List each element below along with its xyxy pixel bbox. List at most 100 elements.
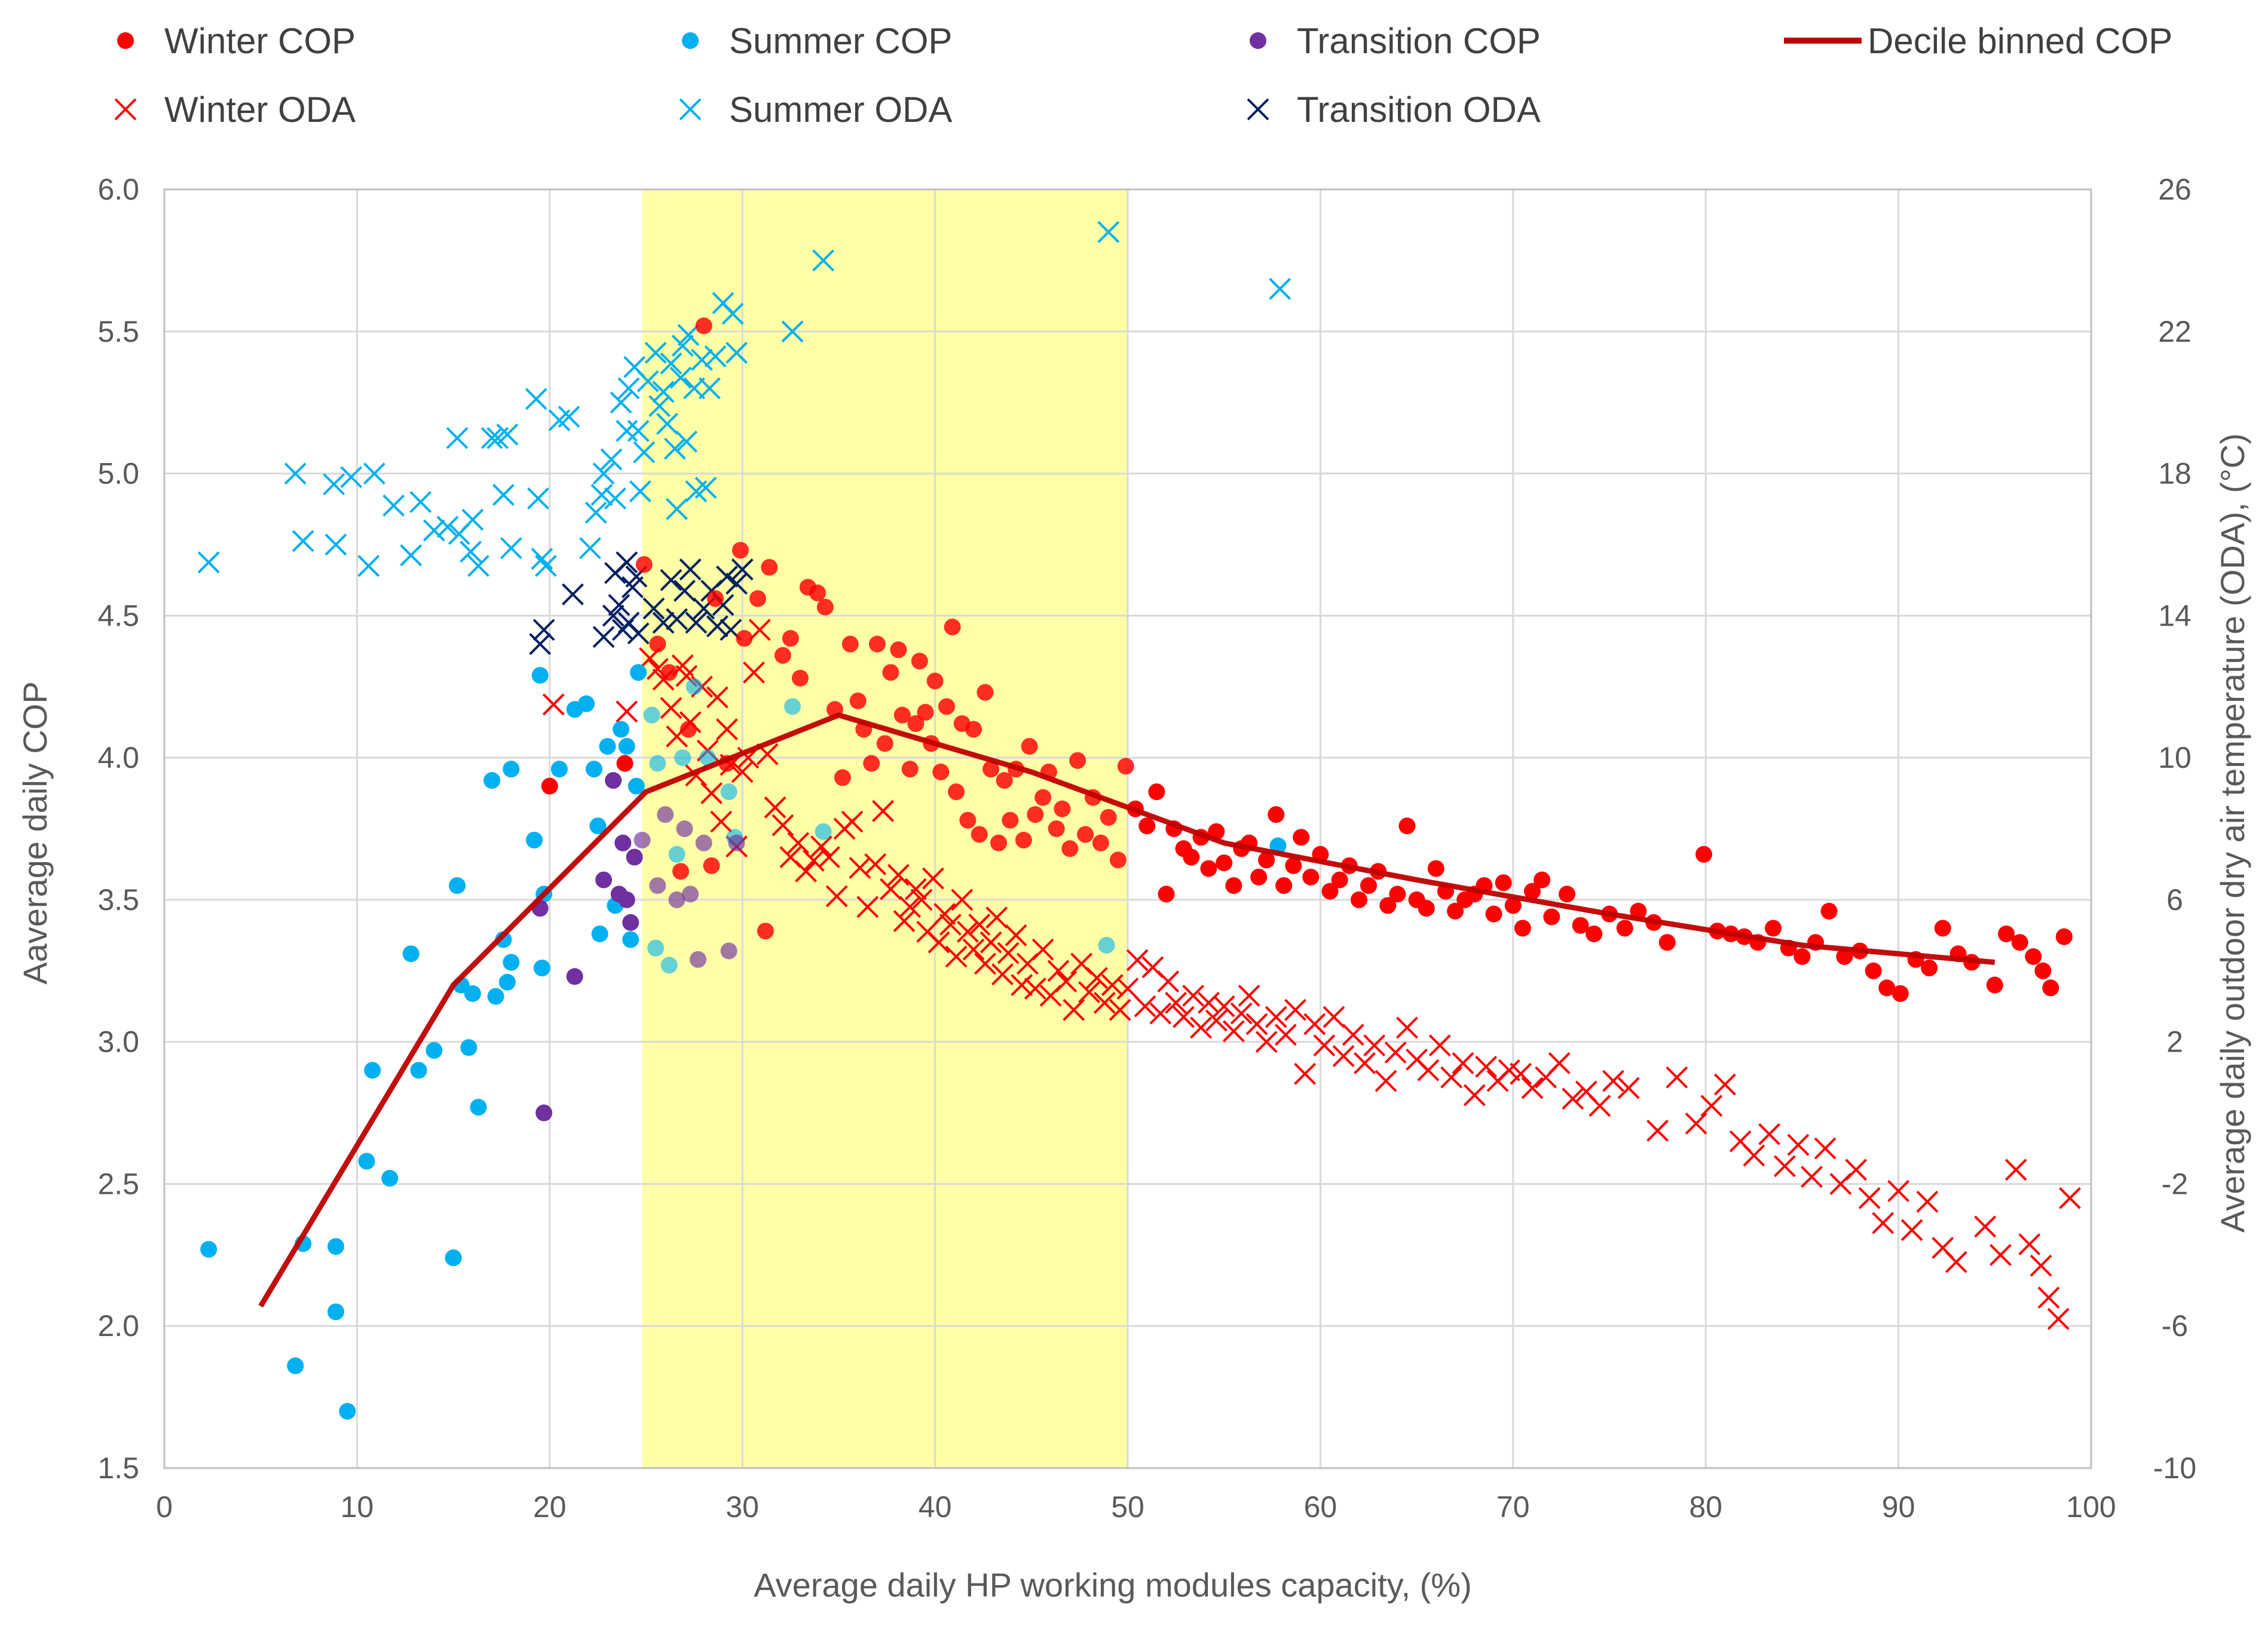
transition-oda-point bbox=[642, 598, 665, 620]
winter-cop-point bbox=[672, 863, 690, 880]
transition-cop-point bbox=[682, 886, 699, 903]
winter-cop-point bbox=[1350, 891, 1367, 908]
summer-oda-point bbox=[409, 491, 432, 513]
winter-cop-point bbox=[707, 590, 724, 607]
winter-oda-point bbox=[1265, 1006, 1287, 1028]
winter-cop-point bbox=[1069, 752, 1086, 769]
summer-cop-point bbox=[674, 749, 691, 767]
transition-oda-point bbox=[715, 565, 738, 588]
transition-oda-point bbox=[706, 615, 729, 638]
winter-oda-point bbox=[1005, 924, 1027, 946]
winter-cop-point bbox=[901, 761, 919, 778]
summer-oda-point bbox=[648, 395, 671, 418]
winter-oda-point bbox=[910, 889, 933, 911]
winter-oda-point bbox=[939, 914, 962, 936]
y-tick-label: 1.5 bbox=[97, 1451, 139, 1485]
summer-cop-point bbox=[699, 749, 717, 767]
legend-label: Transition COP bbox=[1297, 21, 1541, 61]
winter-cop-point bbox=[1572, 917, 1589, 934]
legend-label: Winter COP bbox=[164, 21, 356, 61]
transition-cop-point bbox=[649, 877, 666, 894]
winter-cop-point bbox=[1447, 902, 1464, 920]
summer-oda-point bbox=[604, 487, 626, 510]
y-tick-label: 5.5 bbox=[97, 315, 139, 348]
transition-cop-point bbox=[657, 806, 674, 823]
winter-oda-point bbox=[616, 700, 638, 723]
legend-label: Summer COP bbox=[729, 21, 952, 61]
transition-cop-point bbox=[720, 942, 737, 960]
y-tick-label: 2.0 bbox=[97, 1309, 139, 1343]
winter-cop-point bbox=[917, 704, 934, 721]
winter-oda-point bbox=[1134, 995, 1156, 1018]
transition-oda-point bbox=[616, 551, 638, 574]
winter-cop-point bbox=[841, 635, 859, 652]
y-tick-label: 4.5 bbox=[97, 599, 139, 632]
legend-item-decile: Decile binned COP bbox=[1784, 21, 2172, 61]
winter-oda-point bbox=[985, 906, 1008, 929]
summer-cop-point bbox=[1098, 936, 1115, 954]
summer-cop-point bbox=[643, 706, 660, 724]
transition-cop-point bbox=[566, 968, 583, 985]
y2-tick-label: 18 bbox=[2158, 457, 2192, 491]
winter-cop-point bbox=[731, 541, 749, 559]
winter-oda-point bbox=[1787, 1133, 1810, 1156]
winter-oda-point bbox=[825, 885, 848, 908]
x-tick-label: 10 bbox=[341, 1490, 374, 1524]
y2-tick-label: 10 bbox=[2158, 741, 2192, 774]
winter-cop-point bbox=[1258, 851, 1275, 869]
legend-item-winter_oda: Winter ODA bbox=[114, 90, 356, 130]
winter-oda-point bbox=[1213, 995, 1235, 1018]
winter-cop-point bbox=[971, 826, 988, 843]
winter-cop-point bbox=[1002, 811, 1019, 829]
winter-cop-point bbox=[1559, 886, 1576, 903]
summer-oda-point bbox=[584, 501, 607, 524]
summer-oda-point bbox=[629, 480, 651, 503]
y2-tick-label: 2 bbox=[2166, 1025, 2183, 1059]
winter-oda-point bbox=[2018, 1233, 2041, 1255]
winter-cop-point bbox=[1138, 817, 1156, 835]
legend-label: Summer ODA bbox=[729, 90, 952, 130]
transition-oda-point bbox=[602, 604, 625, 627]
winter-oda-point bbox=[1109, 998, 1131, 1021]
winter-oda-point bbox=[1313, 1034, 1336, 1057]
winter-cop-point bbox=[1015, 832, 1032, 849]
highlight-band-layer bbox=[642, 189, 1128, 1468]
winter-oda-point bbox=[1303, 1013, 1326, 1035]
winter-oda-point bbox=[1149, 1002, 1172, 1025]
transition-cop-point bbox=[728, 834, 745, 851]
x-tick-label: 60 bbox=[1304, 1490, 1337, 1524]
winter-cop-point bbox=[1054, 800, 1071, 817]
transition-cop-point bbox=[668, 891, 685, 908]
winter-cop-point bbox=[1986, 976, 2003, 994]
summer-cop-point bbox=[498, 973, 516, 991]
winter-oda-point bbox=[962, 938, 985, 961]
winter-oda-point bbox=[1974, 1215, 1997, 1238]
transition-oda-point bbox=[679, 558, 702, 581]
summer-cop-point bbox=[668, 845, 685, 863]
transition-cop-point bbox=[633, 832, 651, 849]
winter-oda-point bbox=[1182, 984, 1205, 1007]
winter-oda-point bbox=[1032, 938, 1054, 961]
winter-cop-point bbox=[749, 590, 766, 607]
winter-oda-point bbox=[1165, 991, 1187, 1014]
winter-cop-point bbox=[834, 769, 851, 786]
winter-oda-point bbox=[2004, 1159, 2027, 1181]
y2-tick-label: -6 bbox=[2162, 1309, 2188, 1343]
winter-cop-point bbox=[863, 755, 880, 772]
winter-oda-point bbox=[956, 920, 979, 943]
summer-oda-point bbox=[496, 423, 519, 446]
summer-cop-point bbox=[578, 695, 595, 712]
winter-cop-point bbox=[1504, 897, 1522, 914]
summer-oda-point bbox=[531, 547, 553, 570]
summer-cop-point bbox=[402, 945, 420, 963]
winter-oda-point bbox=[795, 860, 818, 883]
winter-oda-point bbox=[864, 853, 887, 875]
summer-cop-point bbox=[503, 761, 520, 778]
winter-oda-point bbox=[899, 896, 922, 918]
winter-cop-point bbox=[1836, 948, 1853, 965]
winter-cop-point bbox=[1418, 900, 1435, 917]
winter-oda-point bbox=[2059, 1187, 2081, 1209]
summer-oda-point bbox=[721, 302, 744, 325]
legend-marker-dot bbox=[1250, 32, 1266, 49]
summer-cop-point bbox=[649, 755, 666, 772]
